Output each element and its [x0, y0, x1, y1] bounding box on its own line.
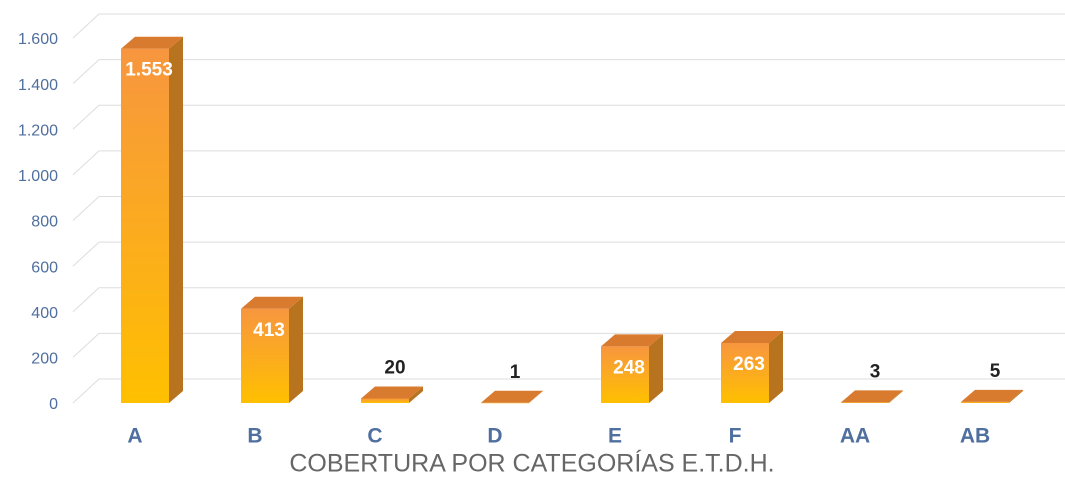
value-label: 1 [510, 362, 521, 383]
y-tick-label: 600 [31, 259, 58, 276]
grid-line [72, 104, 1065, 130]
x-tick-label: D [487, 425, 502, 448]
bar [481, 402, 529, 404]
bar [841, 402, 889, 403]
bar [241, 308, 289, 403]
bar-side [769, 331, 783, 403]
grid-line [72, 196, 1065, 221]
bar-side [889, 390, 903, 403]
grid-line [72, 287, 1065, 313]
bar-top [961, 389, 1023, 402]
grid-line [72, 59, 1065, 84]
y-tick-label: 1.000 [18, 168, 58, 185]
value-label: 263 [733, 354, 765, 375]
bar-top [481, 390, 543, 403]
value-label: 413 [253, 320, 285, 341]
grid-line [72, 332, 1065, 358]
bar [121, 48, 169, 404]
bar [721, 343, 769, 403]
value-label: 1.553 [125, 60, 173, 81]
bar-side [1009, 389, 1023, 403]
y-tick-label: 800 [31, 214, 58, 231]
bar-side [409, 386, 423, 403]
bar [601, 346, 649, 403]
bar-top [721, 331, 783, 344]
y-tick-label: 1.400 [18, 77, 58, 94]
y-tick-label: 1.600 [18, 31, 58, 48]
y-tick-label: 0 [49, 396, 58, 413]
x-tick-label: B [247, 425, 262, 448]
bar-side [529, 390, 543, 403]
x-tick-label: AA [840, 425, 870, 448]
grid-line [72, 241, 1065, 267]
value-label: 20 [384, 357, 405, 378]
bar [361, 398, 409, 403]
y-tick-label: 1.200 [18, 122, 58, 139]
grid-line [72, 13, 1065, 39]
bar-top [601, 334, 663, 347]
bar-top [121, 36, 183, 49]
bar-side [169, 36, 183, 404]
x-tick-label: AB [960, 425, 990, 448]
chart-title: COBERTURA POR CATEGORÍAS E.T.D.H. [289, 449, 774, 478]
x-tick-label: E [608, 425, 622, 448]
y-tick-label: 200 [31, 351, 58, 368]
x-tick-label: F [729, 425, 742, 448]
bar [961, 401, 1009, 403]
y-tick-label: 400 [31, 305, 58, 322]
bar-top [361, 386, 423, 399]
x-tick-label: A [127, 425, 142, 448]
bar-side [649, 334, 663, 403]
bar-top [841, 390, 903, 403]
bar-side [289, 296, 303, 403]
value-label: 3 [870, 361, 881, 382]
x-tick-label: C [367, 425, 382, 448]
value-label: 5 [990, 361, 1001, 382]
value-label: 248 [613, 357, 645, 378]
grid-line [72, 378, 1065, 404]
bar-top [241, 296, 303, 309]
grid-line [72, 150, 1065, 176]
